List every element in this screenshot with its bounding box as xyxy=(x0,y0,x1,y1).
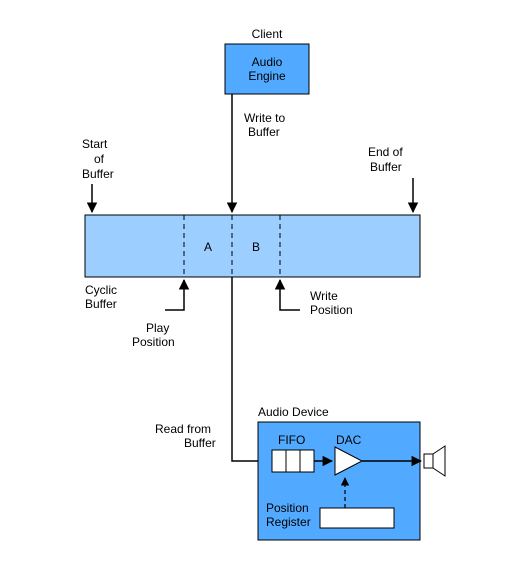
write-position-1: Write xyxy=(310,289,338,303)
client-title: Client xyxy=(252,27,283,41)
write-label-1: Write to xyxy=(244,111,285,125)
play-position-2: Position xyxy=(132,335,175,349)
audio-engine-label-1: Audio xyxy=(252,55,283,69)
start-of-buffer-1: Start xyxy=(82,137,108,151)
write-label-2: Buffer xyxy=(248,125,280,139)
region-a-label: A xyxy=(204,240,212,254)
speaker-icon xyxy=(424,446,445,476)
region-b-label: B xyxy=(252,240,260,254)
position-register-box xyxy=(320,508,394,528)
pos-reg-2: Register xyxy=(266,515,311,529)
cyclic-buffer-label-2: Buffer xyxy=(85,297,117,311)
cyclic-buffer-label-1: Cyclic xyxy=(85,283,117,297)
write-position-2: Position xyxy=(310,303,353,317)
fifo-label: FIFO xyxy=(278,433,305,447)
dac-label: DAC xyxy=(336,433,362,447)
write-position-arrow xyxy=(280,280,300,310)
audio-engine-label-2: Engine xyxy=(248,69,286,83)
end-of-buffer-2: Buffer xyxy=(370,160,402,174)
read-label-1: Read from xyxy=(155,422,211,436)
fifo-box xyxy=(272,450,314,472)
start-of-buffer-2: of xyxy=(94,152,105,166)
start-of-buffer-3: Buffer xyxy=(82,167,114,181)
audio-buffer-diagram: Client Audio Engine Write to Buffer Star… xyxy=(0,0,506,564)
play-position-arrow xyxy=(165,280,184,310)
play-position-1: Play xyxy=(146,321,169,335)
end-of-buffer-1: End of xyxy=(368,145,403,159)
audio-device-title: Audio Device xyxy=(258,405,329,419)
read-label-2: Buffer xyxy=(184,436,216,450)
pos-reg-1: Position xyxy=(266,501,309,515)
